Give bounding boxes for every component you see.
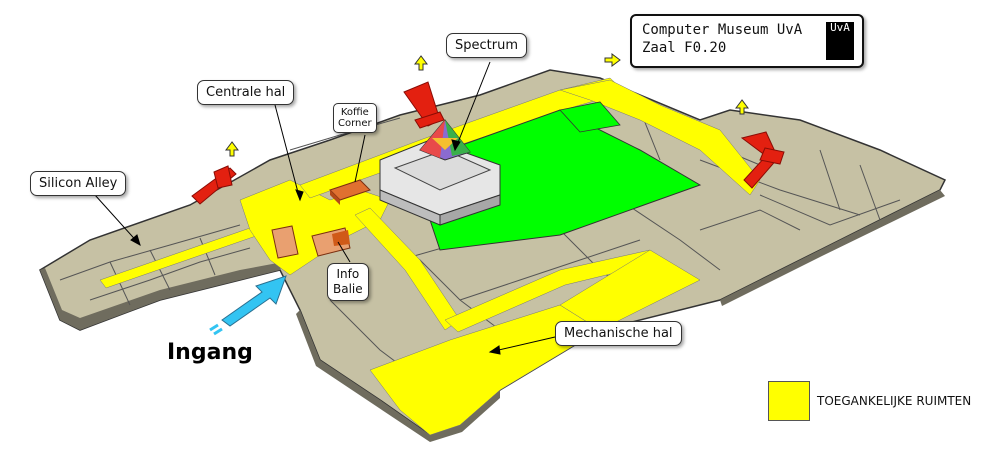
info-balie-line2: Balie	[333, 282, 363, 296]
museum-line2: Zaal F0.20	[642, 40, 727, 56]
uva-logo-icon: UvA	[826, 22, 854, 60]
callout-leaders	[94, 61, 556, 355]
spectrum-pavilion	[379, 119, 501, 226]
up-arrow-east-icon	[735, 99, 749, 115]
right-arrow-museum-icon	[604, 53, 621, 67]
stairs	[191, 81, 785, 205]
koffie-corner-counter	[329, 179, 371, 205]
mechanische-hal-label: Mechanische hal	[555, 321, 682, 346]
centrale-hal-label: Centrale hal	[197, 80, 295, 105]
exit-arrows	[225, 53, 749, 157]
mechanische-hal-area	[369, 304, 601, 436]
koffie-corner-label: Koffie Corner	[333, 103, 377, 133]
north-east-corridor	[559, 79, 761, 196]
silicon-alley-label: Silicon Alley	[30, 171, 127, 196]
computer-museum-label: Computer Museum UvA Zaal F0.20 UvA	[630, 14, 864, 68]
info-balie-label: Info Balie	[327, 263, 369, 301]
up-arrow-north-icon	[414, 55, 428, 71]
ingang-label: Ingang	[167, 340, 253, 365]
koffie-corner-line1: Koffie	[340, 107, 369, 118]
legend-swatch	[768, 381, 810, 421]
legend-label: TOEGANKELIJKE RUIMTEN	[817, 394, 972, 408]
info-balie-line1: Info	[336, 267, 360, 281]
info-balie-desk	[271, 225, 351, 259]
spectrum-label: Spectrum	[446, 33, 527, 58]
entrance-arrow-icon	[209, 275, 287, 336]
museum-line1: Computer Museum UvA	[642, 22, 803, 38]
koffie-corner-line2: Corner	[338, 118, 372, 129]
up-arrow-west-icon	[225, 141, 239, 157]
